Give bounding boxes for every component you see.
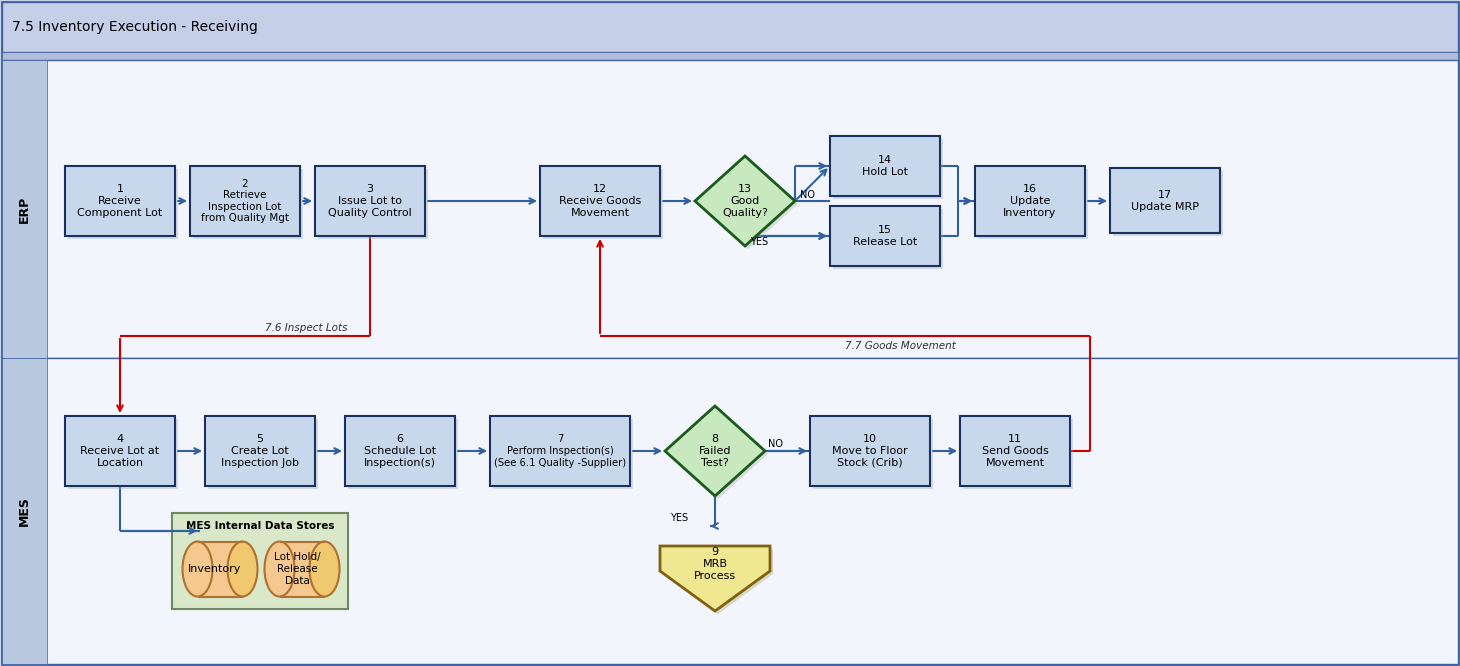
FancyBboxPatch shape <box>193 169 304 239</box>
FancyBboxPatch shape <box>172 513 347 609</box>
FancyBboxPatch shape <box>69 169 178 239</box>
Polygon shape <box>663 549 772 614</box>
FancyBboxPatch shape <box>491 416 631 486</box>
FancyBboxPatch shape <box>810 416 930 486</box>
Text: 7
Perform Inspection(s)
(See 6.1 Quality -Supplier): 7 Perform Inspection(s) (See 6.1 Quality… <box>493 434 626 468</box>
FancyBboxPatch shape <box>978 169 1088 239</box>
FancyBboxPatch shape <box>1 52 1459 60</box>
FancyBboxPatch shape <box>543 169 663 239</box>
FancyBboxPatch shape <box>345 416 456 486</box>
Text: YES: YES <box>670 513 688 523</box>
Text: 13
Good
Quality?: 13 Good Quality? <box>723 184 768 218</box>
Text: NO: NO <box>800 190 815 200</box>
FancyBboxPatch shape <box>964 419 1073 489</box>
Text: 7.6 Inspect Lots: 7.6 Inspect Lots <box>266 323 347 333</box>
Text: 17
Update MRP: 17 Update MRP <box>1132 190 1199 212</box>
FancyBboxPatch shape <box>834 209 943 269</box>
FancyBboxPatch shape <box>197 541 242 597</box>
Text: 1
Receive
Component Lot: 1 Receive Component Lot <box>77 184 162 218</box>
FancyBboxPatch shape <box>279 541 324 597</box>
Ellipse shape <box>228 541 257 597</box>
Text: 6
Schedule Lot
Inspection(s): 6 Schedule Lot Inspection(s) <box>364 434 437 468</box>
FancyBboxPatch shape <box>190 166 299 236</box>
Text: 8
Failed
Test?: 8 Failed Test? <box>699 434 731 468</box>
Text: 3
Issue Lot to
Quality Control: 3 Issue Lot to Quality Control <box>328 184 412 218</box>
FancyBboxPatch shape <box>347 419 458 489</box>
FancyBboxPatch shape <box>829 136 940 196</box>
Ellipse shape <box>264 541 295 597</box>
Polygon shape <box>664 406 765 496</box>
FancyBboxPatch shape <box>318 169 428 239</box>
Polygon shape <box>660 546 769 611</box>
FancyBboxPatch shape <box>1 60 1459 358</box>
Polygon shape <box>695 156 796 246</box>
FancyBboxPatch shape <box>207 419 318 489</box>
Text: 5
Create Lot
Inspection Job: 5 Create Lot Inspection Job <box>220 434 299 468</box>
FancyBboxPatch shape <box>66 416 175 486</box>
FancyBboxPatch shape <box>315 166 425 236</box>
FancyBboxPatch shape <box>204 416 315 486</box>
Ellipse shape <box>182 541 213 597</box>
FancyBboxPatch shape <box>829 206 940 266</box>
Polygon shape <box>698 159 799 249</box>
Text: 2
Retrieve
Inspection Lot
from Quality Mgt: 2 Retrieve Inspection Lot from Quality M… <box>201 178 289 223</box>
Text: 14
Hold Lot: 14 Hold Lot <box>861 155 908 176</box>
FancyBboxPatch shape <box>975 166 1085 236</box>
FancyBboxPatch shape <box>66 166 175 236</box>
Text: ERP: ERP <box>18 195 31 222</box>
FancyBboxPatch shape <box>1 60 47 358</box>
Text: 16
Update
Inventory: 16 Update Inventory <box>1003 184 1057 218</box>
Text: Inventory: Inventory <box>188 564 242 574</box>
Text: 11
Send Goods
Movement: 11 Send Goods Movement <box>981 434 1048 468</box>
Text: Lot Hold/
Release
Data: Lot Hold/ Release Data <box>273 552 320 585</box>
Text: MES Internal Data Stores: MES Internal Data Stores <box>185 521 334 531</box>
Text: 12
Receive Goods
Movement: 12 Receive Goods Movement <box>559 184 641 218</box>
Text: 15
Release Lot: 15 Release Lot <box>853 225 917 247</box>
Text: 10
Move to Floor
Stock (Crib): 10 Move to Floor Stock (Crib) <box>832 434 908 468</box>
FancyBboxPatch shape <box>813 419 933 489</box>
Text: YES: YES <box>750 237 768 247</box>
FancyBboxPatch shape <box>834 139 943 199</box>
FancyBboxPatch shape <box>1 358 47 664</box>
Text: 9
MRB
Process: 9 MRB Process <box>694 547 736 581</box>
FancyBboxPatch shape <box>1110 168 1221 234</box>
Text: MES: MES <box>18 496 31 526</box>
Text: 7.5 Inventory Execution - Receiving: 7.5 Inventory Execution - Receiving <box>12 20 258 34</box>
Text: NO: NO <box>768 439 783 449</box>
Text: 7.7 Goods Movement: 7.7 Goods Movement <box>845 341 956 351</box>
FancyBboxPatch shape <box>540 166 660 236</box>
FancyBboxPatch shape <box>961 416 1070 486</box>
FancyBboxPatch shape <box>1113 172 1223 236</box>
FancyBboxPatch shape <box>1 358 1459 664</box>
Ellipse shape <box>310 541 340 597</box>
Text: 4
Receive Lot at
Location: 4 Receive Lot at Location <box>80 434 159 468</box>
FancyBboxPatch shape <box>69 419 178 489</box>
FancyBboxPatch shape <box>1 2 1459 52</box>
Polygon shape <box>669 409 768 499</box>
FancyBboxPatch shape <box>493 419 634 489</box>
